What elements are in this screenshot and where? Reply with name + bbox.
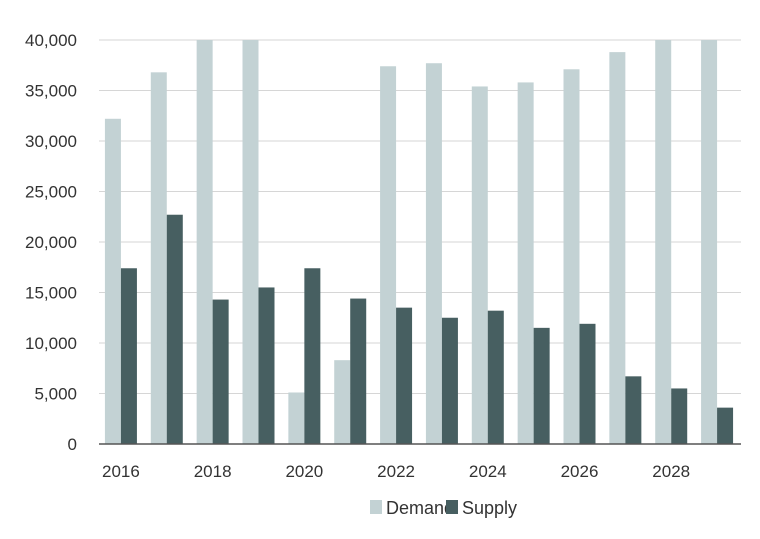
y-tick-label: 25,000	[25, 183, 77, 202]
y-axis-labels: 0 5,000 10,000 15,000 20,000 25,000 30,000 35,0…	[25, 31, 77, 454]
bar-demand-2017	[150, 72, 167, 444]
bar-supply-2029	[717, 407, 734, 444]
bars	[104, 40, 734, 445]
bar-supply-2016	[120, 268, 137, 444]
bar-demand-2024	[471, 86, 488, 445]
x-tick-label: 2028	[652, 462, 690, 481]
y-tick-label: 15,000	[25, 284, 77, 303]
legend-swatch-demand	[370, 500, 382, 514]
x-axis-labels: 2016 2018 2020 2022 2024 2026 2028	[102, 462, 690, 481]
bar-demand-2021	[334, 360, 351, 444]
bar-supply-2017	[166, 214, 183, 444]
legend: Demand Supply	[370, 498, 517, 518]
x-tick-label: 2026	[561, 462, 599, 481]
legend-swatch-supply	[446, 500, 458, 514]
y-tick-label: 20,000	[25, 233, 77, 252]
bar-supply-2023	[441, 317, 458, 444]
bar-supply-2019	[258, 287, 275, 444]
x-tick-label: 2018	[194, 462, 232, 481]
gridlines	[99, 39, 741, 394]
bar-supply-2028	[671, 388, 688, 444]
bar-demand-2019	[242, 40, 259, 444]
bar-supply-2025	[533, 327, 550, 444]
bar-supply-2022	[396, 307, 413, 444]
bar-supply-2026	[579, 323, 596, 444]
bar-demand-2029	[701, 40, 718, 444]
bar-demand-2027	[609, 52, 626, 445]
x-tick-label: 2016	[102, 462, 140, 481]
x-tick-label: 2022	[377, 462, 415, 481]
legend-label-supply: Supply	[462, 498, 517, 518]
bar-demand-2025	[517, 82, 534, 445]
bar-demand-2020	[288, 392, 305, 444]
bar-demand-2028	[655, 40, 672, 444]
x-tick-label: 2024	[469, 462, 507, 481]
bar-supply-2021	[350, 298, 367, 444]
y-tick-label: 10,000	[25, 334, 77, 353]
bar-supply-2018	[212, 299, 229, 444]
y-tick-label: 0	[68, 435, 77, 454]
bar-supply-2027	[625, 376, 642, 444]
y-tick-label: 30,000	[25, 132, 77, 151]
y-tick-label: 5,000	[34, 385, 77, 404]
bar-demand-2018	[196, 40, 213, 444]
bar-demand-2026	[563, 69, 580, 444]
bar-demand-2022	[380, 66, 397, 444]
y-tick-label: 40,000	[25, 31, 77, 50]
bar-supply-2020	[304, 268, 321, 444]
x-tick-label: 2020	[285, 462, 323, 481]
bar-demand-2023	[425, 63, 442, 444]
y-tick-label: 35,000	[25, 82, 77, 101]
bar-demand-2016	[104, 118, 121, 444]
bar-supply-2024	[487, 310, 504, 444]
legend-label-demand: Demand	[386, 498, 454, 518]
